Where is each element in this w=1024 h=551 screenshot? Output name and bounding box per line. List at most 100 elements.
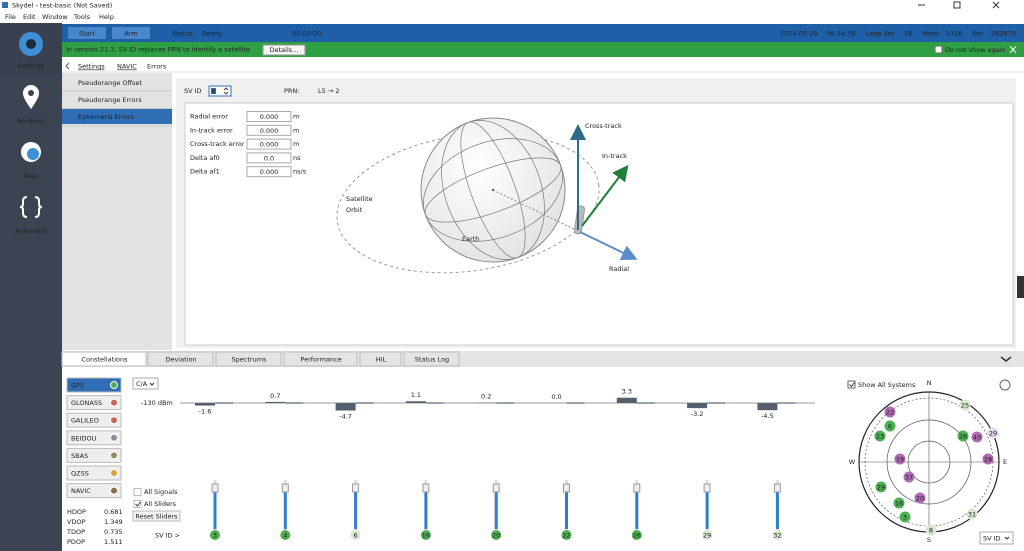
info-icon bbox=[999, 379, 1011, 391]
nav-item[interactable]: Pseudorange Errors bbox=[78, 96, 142, 104]
tab[interactable] bbox=[359, 351, 402, 367]
arm-button[interactable] bbox=[112, 27, 150, 39]
error-input[interactable] bbox=[246, 152, 292, 164]
satellite-label: 23 bbox=[876, 433, 884, 441]
satellite-marker[interactable] bbox=[925, 524, 937, 536]
satellite-marker[interactable] bbox=[884, 420, 896, 432]
slider-handle[interactable] bbox=[633, 483, 641, 493]
error-unit: m bbox=[293, 126, 299, 134]
menu-item[interactable]: Window bbox=[42, 13, 68, 21]
signal-bar bbox=[757, 403, 778, 411]
compass-label: S bbox=[927, 536, 931, 544]
nav-item[interactable]: Pseudorange Offset bbox=[78, 79, 142, 87]
satellite-marker[interactable] bbox=[987, 427, 999, 439]
satellite-marker[interactable] bbox=[966, 508, 978, 520]
slider-handle[interactable] bbox=[211, 483, 219, 493]
toolbar-text: 2024-05-29 bbox=[780, 30, 818, 38]
constellation-name: BEIDOU bbox=[71, 434, 97, 442]
sv-badge bbox=[210, 530, 220, 540]
satellite-label: 29 bbox=[877, 484, 885, 492]
details-button[interactable] bbox=[262, 44, 306, 56]
error-input[interactable] bbox=[246, 124, 292, 136]
constellation-button[interactable] bbox=[66, 447, 122, 463]
sv-dropdown[interactable] bbox=[979, 531, 1014, 545]
signal-bar-ref bbox=[355, 402, 374, 404]
constellation-name: NAVIC bbox=[71, 487, 91, 495]
signal-value-label: -1.6 bbox=[199, 408, 212, 416]
dop-value: 0.681 bbox=[104, 508, 123, 516]
signal-value-label: 0.2 bbox=[481, 393, 491, 401]
constellation-button[interactable] bbox=[66, 483, 122, 499]
menu-item[interactable]: Edit bbox=[23, 13, 36, 21]
error-input[interactable] bbox=[246, 138, 292, 150]
tab[interactable] bbox=[403, 351, 460, 367]
satellite-marker[interactable] bbox=[982, 453, 994, 465]
constellation-button[interactable] bbox=[66, 395, 122, 411]
start-button[interactable] bbox=[68, 27, 106, 39]
satellite-marker[interactable] bbox=[884, 406, 896, 418]
checkbox[interactable] bbox=[847, 380, 856, 389]
details-label: Details... bbox=[270, 46, 299, 54]
tab-label: Spectrums bbox=[232, 356, 267, 364]
toolbar-text: 00:00:00 bbox=[292, 30, 321, 38]
sv-id: 16 bbox=[422, 532, 430, 540]
slider-handle[interactable] bbox=[352, 483, 360, 493]
constellation-button[interactable] bbox=[66, 465, 122, 481]
breadcrumb-item[interactable]: NAVIC bbox=[117, 63, 137, 71]
slider-handle[interactable] bbox=[773, 483, 781, 493]
error-input[interactable] bbox=[246, 166, 292, 178]
sv-id-spinbox[interactable] bbox=[208, 85, 232, 97]
nav-item[interactable]: Ephemeris Errors bbox=[78, 113, 134, 121]
signal-value-label: 0.7 bbox=[270, 392, 280, 400]
checkbox[interactable] bbox=[934, 45, 943, 54]
sidebar-item[interactable]: Settings bbox=[18, 62, 45, 70]
tab[interactable] bbox=[61, 351, 147, 367]
title-bar bbox=[0, 0, 1024, 10]
satellite-marker[interactable] bbox=[903, 471, 915, 483]
satellite-marker[interactable] bbox=[875, 481, 887, 493]
checkbox[interactable] bbox=[133, 488, 142, 496]
tab[interactable] bbox=[283, 351, 358, 367]
breadcrumb-item[interactable]: Settings bbox=[78, 63, 105, 71]
slider-handle[interactable] bbox=[422, 483, 430, 493]
tab[interactable] bbox=[215, 351, 282, 367]
satellite-marker[interactable] bbox=[899, 511, 911, 523]
error-value: 0.000 bbox=[260, 113, 279, 121]
satellite-marker[interactable] bbox=[894, 453, 906, 465]
signal-bar-ref bbox=[636, 402, 655, 404]
satellite-marker[interactable] bbox=[957, 430, 969, 442]
earth-grid-line bbox=[441, 120, 545, 260]
signal-bar-ref bbox=[566, 402, 585, 404]
error-input[interactable] bbox=[246, 111, 292, 122]
slider-handle[interactable] bbox=[563, 483, 570, 493]
menu-item[interactable]: Help bbox=[99, 13, 114, 21]
toolbar-text: 2316 bbox=[946, 30, 963, 38]
signal-value-label: -4.5 bbox=[761, 412, 774, 420]
signal-bar bbox=[687, 403, 708, 409]
satellite-marker[interactable] bbox=[971, 431, 983, 443]
constellation-name: SBAS bbox=[71, 452, 88, 460]
satellite-marker[interactable] bbox=[893, 497, 905, 509]
window-title: Skydel - test-basic (Not Saved) bbox=[12, 2, 112, 10]
menu-item[interactable]: File bbox=[5, 13, 16, 21]
checkbox-label: All Sliders bbox=[144, 500, 177, 508]
slider-handle[interactable] bbox=[492, 483, 500, 493]
constellation-button[interactable] bbox=[66, 412, 122, 428]
constellation-button[interactable] bbox=[66, 430, 122, 446]
collapse-chevron bbox=[1000, 356, 1012, 362]
slider-handle[interactable] bbox=[281, 483, 289, 493]
sidebar-item[interactable]: Map bbox=[24, 172, 38, 180]
satellite-marker[interactable] bbox=[959, 399, 971, 411]
checkbox[interactable] bbox=[133, 500, 142, 508]
tab[interactable] bbox=[147, 351, 214, 367]
constellation-button[interactable] bbox=[66, 377, 122, 393]
satellite-marker[interactable] bbox=[874, 430, 886, 442]
error-label: Radial error bbox=[190, 113, 228, 121]
reset-button[interactable] bbox=[132, 510, 181, 522]
sidebar-item[interactable]: Receiver bbox=[17, 117, 45, 125]
sidebar-item[interactable]: Automate bbox=[15, 227, 47, 235]
satellite-marker[interactable] bbox=[914, 492, 926, 504]
slider-handle[interactable] bbox=[703, 483, 711, 493]
band-dropdown[interactable] bbox=[132, 377, 159, 390]
menu-item[interactable]: Tools bbox=[73, 13, 91, 21]
